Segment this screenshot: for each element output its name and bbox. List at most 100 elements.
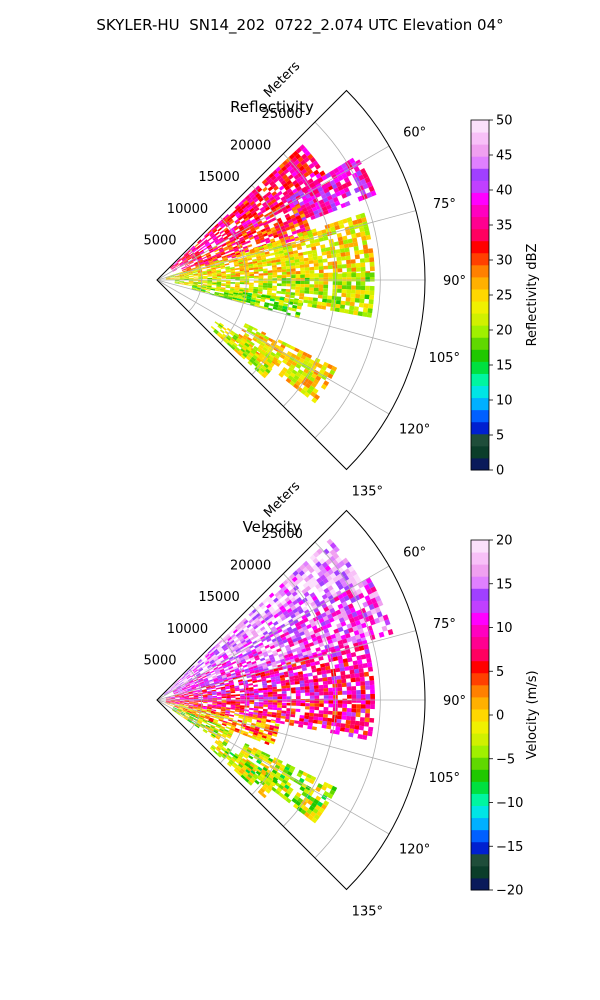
echo-cell [325,182,332,188]
echo-cell [364,648,370,655]
echo-cell [276,290,282,294]
echo-cell [197,247,203,252]
colorbar-tick-label: 5 [496,665,504,680]
echo-cell [337,236,343,242]
echo-cell [351,590,359,597]
echo-cell [318,564,325,571]
echo-cell [204,652,209,657]
echo-cell [216,692,222,695]
echo-cell [368,726,374,732]
echo-cell [261,256,267,260]
echo-cell [209,715,215,718]
echo-cell [185,713,190,717]
echo-cell [290,292,296,296]
echo-cell [201,673,206,677]
echo-cell [175,278,180,280]
echo-cell [227,677,233,681]
echo-cell [223,293,229,297]
echo-cell [229,684,235,688]
echo-cell [254,352,260,358]
echo-cell [273,222,279,227]
echo-cell [302,805,309,812]
echo-cell [182,709,188,712]
echo-cell [327,710,333,715]
echo-cell [188,718,193,722]
echo-cell [184,714,190,718]
echo-cell [203,240,209,245]
echo-cell [175,683,179,687]
echo-cell [254,704,259,707]
echo-cell [307,178,314,184]
echo-cell [174,696,180,698]
echo-cell [246,196,252,202]
echo-cell [184,695,189,697]
echo-cell [284,621,290,627]
echo-cell [174,280,180,282]
echo-cell [325,191,332,198]
echo-cell [271,661,277,666]
echo-cell [212,677,218,681]
echo-cell [259,206,265,212]
echo-cell [270,659,276,663]
echo-cell [327,295,333,300]
echo-cell [295,693,301,697]
echo-cell [313,681,319,686]
echo-cell [266,769,272,775]
echo-cell [212,702,217,704]
echo-cell [202,273,208,276]
echo-cell [286,369,292,376]
echo-cell [235,252,241,256]
echo-cell [305,692,310,696]
echo-cell [197,257,203,261]
echo-cell [198,240,203,245]
echo-cell [325,609,332,616]
echo-cell [233,655,239,660]
echo-cell [292,570,299,577]
echo-cell [282,367,288,373]
echo-cell [250,218,256,223]
echo-cell [204,670,210,674]
echo-cell [220,709,226,712]
echo-cell [184,278,189,280]
echo-cell [235,283,240,286]
echo-cell [255,300,261,304]
echo-cell [283,252,289,256]
echo-cell [260,296,266,300]
echo-cell [232,635,237,640]
echo-cell [231,650,237,655]
echo-cell [188,282,194,284]
echo-cell [207,706,212,709]
echo-cell [258,694,264,698]
echo-cell [337,268,343,273]
echo-cell [278,766,285,772]
echo-cell [234,287,240,290]
echo-cell [235,273,241,276]
echo-cell [233,754,239,759]
echo-cell [312,197,319,204]
echo-cell [174,262,178,266]
echo-cell [206,268,212,271]
echo-cell [260,611,267,617]
echo-cell [326,575,333,582]
echo-cell [286,179,293,186]
echo-cell [224,290,229,294]
echo-cell [224,714,230,718]
echo-cell [289,256,295,261]
echo-cell [270,720,276,724]
echo-cell [267,707,273,710]
echo-cell [210,325,216,331]
echo-cell [226,642,231,648]
echo-cell [276,174,283,181]
echo-cell [170,701,176,703]
echo-cell [296,305,302,310]
echo-cell [263,213,270,218]
echo-cell [337,639,344,646]
echo-cell [327,604,334,610]
echo-cell [370,689,375,694]
echo-cell [331,785,338,792]
echo-cell [252,211,258,217]
echo-cell [250,228,256,233]
echo-cell [240,211,246,217]
echo-region [165,700,375,740]
echo-cell [323,187,330,194]
